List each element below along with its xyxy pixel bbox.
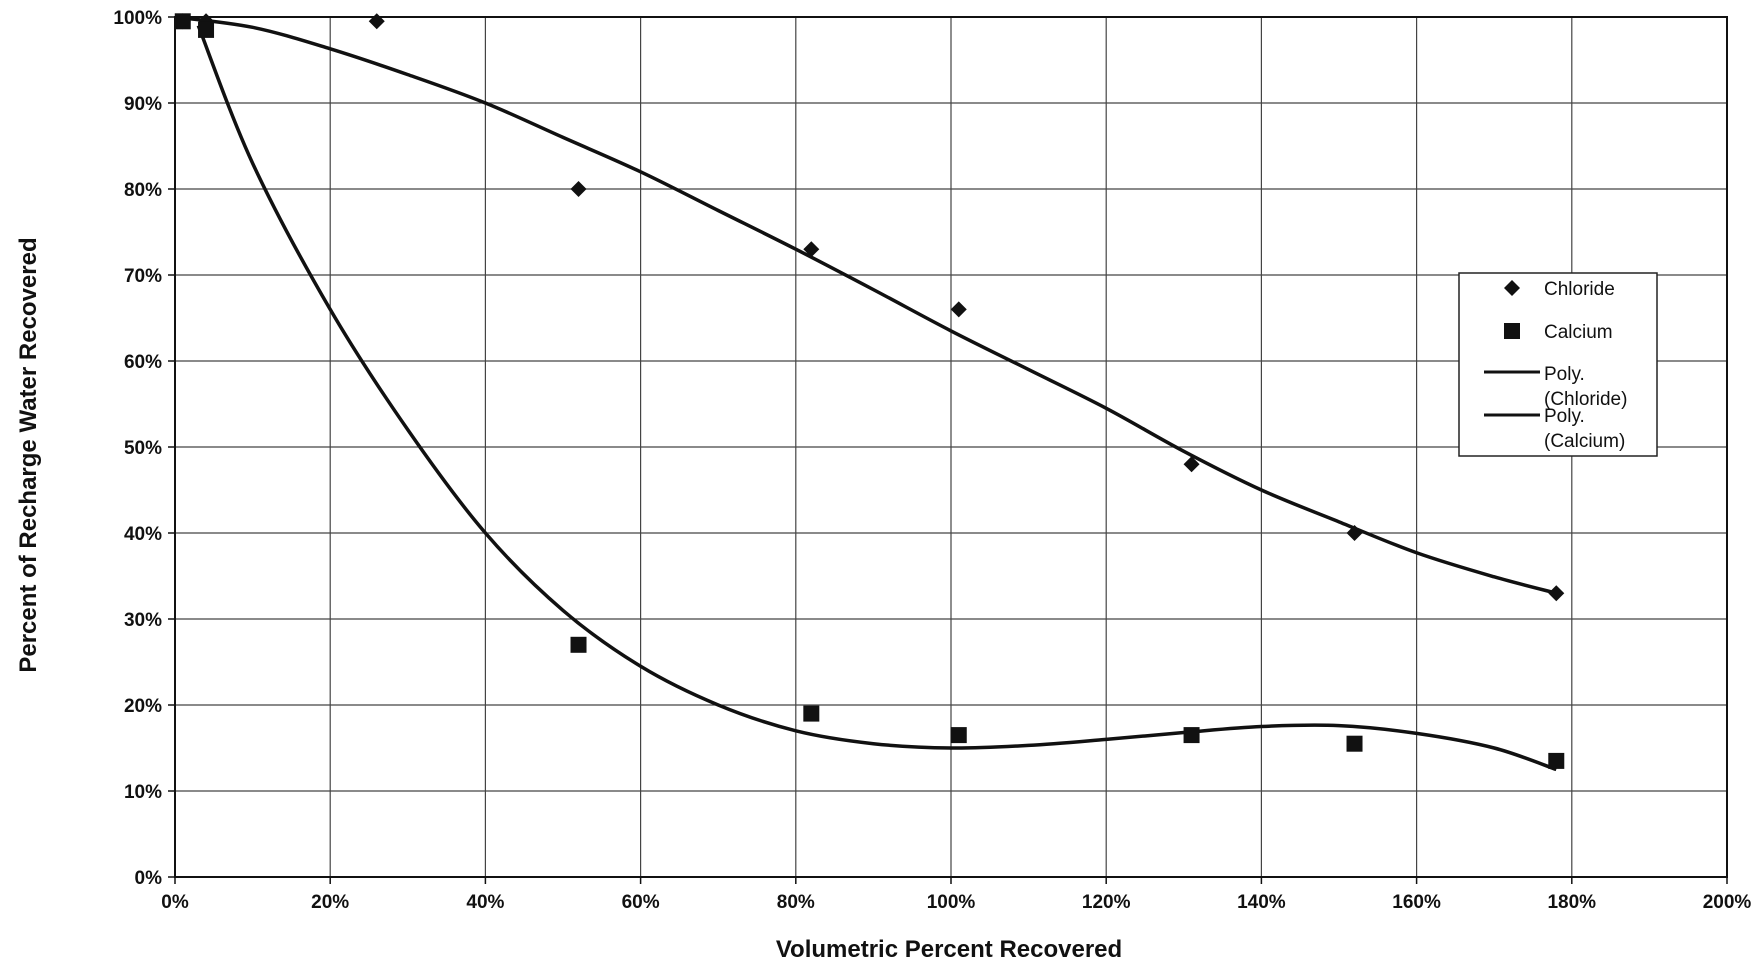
legend-marker-calcium <box>1504 323 1520 339</box>
point-calcium <box>570 636 587 653</box>
y-tick-label: 100% <box>113 8 162 29</box>
y-tick-label: 60% <box>124 352 162 373</box>
x-tick-label: 80% <box>777 892 815 913</box>
legend-label-poly-calcium: Poly. (Calcium) <box>1544 406 1625 452</box>
legend-label-poly-chloride-line1: Poly. <box>1544 364 1585 385</box>
legend-label-poly-calcium-line2: (Calcium) <box>1544 431 1625 452</box>
point-calcium <box>1346 735 1363 752</box>
x-axis-ticks: 0% 20% 40% 60% 80% 100% 120% 140% 160% 180% 200% <box>161 892 1751 913</box>
y-axis-ticks: 0% 10% 20% 30% 40% 50% 60% 70% 80% 90% 100% <box>113 8 162 889</box>
legend-box <box>1458 272 1658 457</box>
x-axis-title: Volumetric Percent Recovered <box>776 936 1122 963</box>
legend-label-poly-calcium-line1: Poly. <box>1544 406 1585 427</box>
x-tick-label: 120% <box>1082 892 1131 913</box>
legend: Chloride Calcium Poly. (Chloride) Poly. … <box>1458 272 1658 457</box>
x-tick-label: 100% <box>927 892 976 913</box>
point-chloride <box>570 181 587 197</box>
x-tick-label: 40% <box>466 892 504 913</box>
y-tick-label: 10% <box>124 782 162 803</box>
point-chloride <box>368 13 385 30</box>
x-tick-label: 180% <box>1547 892 1596 913</box>
point-calcium <box>803 705 820 722</box>
trendline-poly-chloride <box>174 15 1557 595</box>
point-chloride <box>1346 525 1363 541</box>
y-tick-label: 0% <box>135 868 163 889</box>
x-tick-label: 60% <box>622 892 660 913</box>
point-calcium <box>174 13 191 30</box>
y-tick-label: 50% <box>124 438 162 459</box>
trendline-poly-calcium <box>196 24 1557 772</box>
point-calcium <box>198 21 215 38</box>
trendlines <box>174 15 1557 772</box>
point-chloride <box>1548 585 1565 602</box>
legend-marker-chloride <box>1504 280 1520 296</box>
y-tick-label: 80% <box>124 180 162 201</box>
point-chloride <box>950 301 967 318</box>
y-tick-label: 40% <box>124 524 162 545</box>
point-calcium <box>950 727 967 744</box>
legend-label-poly-chloride: Poly. (Chloride) <box>1544 364 1627 410</box>
legend-label-poly-chloride-line2: (Chloride) <box>1544 389 1627 410</box>
x-tick-label: 160% <box>1392 892 1441 913</box>
legend-label-calcium: Calcium <box>1544 322 1613 343</box>
y-tick-label: 30% <box>124 610 162 631</box>
point-calcium <box>1548 752 1565 769</box>
y-tick-label: 90% <box>124 94 162 115</box>
y-axis-title: Percent of Recharge Water Recovered <box>15 237 42 672</box>
x-tick-label: 0% <box>161 892 189 913</box>
x-tick-label: 20% <box>311 892 349 913</box>
point-chloride <box>1183 456 1200 473</box>
point-chloride <box>803 241 820 258</box>
point-calcium <box>1183 727 1200 744</box>
plot-frame <box>174 16 1728 878</box>
x-tick-label: 140% <box>1237 892 1286 913</box>
legend-label-chloride: Chloride <box>1544 279 1615 300</box>
y-tick-label: 20% <box>124 696 162 717</box>
y-tick-label: 70% <box>124 266 162 287</box>
x-tick-label: 200% <box>1703 892 1752 913</box>
